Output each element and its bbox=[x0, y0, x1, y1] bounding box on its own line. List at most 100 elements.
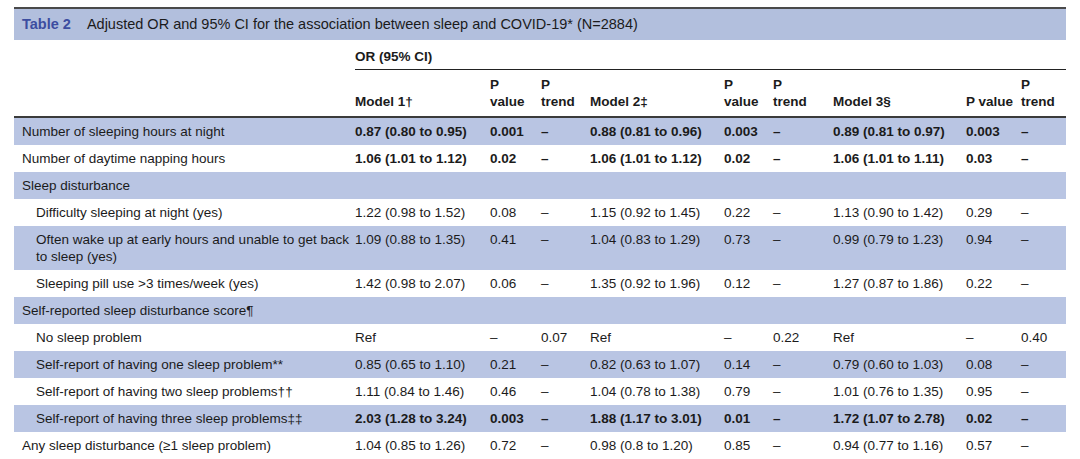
table-row: Self-report of having two sleep problems… bbox=[14, 378, 1066, 405]
cell: Ref bbox=[833, 324, 966, 351]
cell: – bbox=[541, 432, 590, 459]
cell: – bbox=[1021, 270, 1066, 297]
column-header-model2: Model 2‡ bbox=[590, 70, 724, 118]
cell: 1.06 (1.01 to 1.11) bbox=[833, 145, 966, 172]
cell: – bbox=[773, 226, 833, 270]
cell: 1.22 (0.98 to 1.52) bbox=[355, 199, 490, 226]
row-label: Any sleep disturbance (≥1 sleep problem) bbox=[14, 432, 355, 459]
cell: 0.003 bbox=[724, 117, 773, 145]
table-row: Self-report of having one sleep problem*… bbox=[14, 351, 1066, 378]
cell bbox=[773, 297, 833, 324]
table-row: No sleep problemRef–0.07Ref–0.22Ref–0.40 bbox=[14, 324, 1066, 351]
cell: 0.003 bbox=[490, 405, 541, 432]
table-body: Number of sleeping hours at night0.87 (0… bbox=[14, 117, 1066, 459]
cell: – bbox=[773, 378, 833, 405]
cell: – bbox=[1021, 199, 1066, 226]
cell: 0.72 bbox=[490, 432, 541, 459]
cell: 0.99 (0.79 to 1.23) bbox=[833, 226, 966, 270]
cell: 1.09 (0.88 to 1.35) bbox=[355, 226, 490, 270]
cell: – bbox=[541, 405, 590, 432]
cell bbox=[541, 297, 590, 324]
cell: 0.22 bbox=[724, 199, 773, 226]
cell: – bbox=[724, 324, 773, 351]
table-row: Self-report of having three sleep proble… bbox=[14, 405, 1066, 432]
cell: 1.42 (0.98 to 2.07) bbox=[355, 270, 490, 297]
table-caption: Table 2Adjusted OR and 95% CI for the as… bbox=[14, 9, 1066, 40]
cell: 1.04 (0.85 to 1.26) bbox=[355, 432, 490, 459]
column-header-ptrend-3: P trend bbox=[1021, 70, 1066, 118]
cell: 0.57 bbox=[966, 432, 1021, 459]
row-label: Self-report of having two sleep problems… bbox=[14, 378, 355, 405]
cell: 0.22 bbox=[773, 324, 833, 351]
cell: 1.13 (0.90 to 1.42) bbox=[833, 199, 966, 226]
row-label: Often wake up at early hours and unable … bbox=[14, 226, 355, 270]
cell: 0.73 bbox=[724, 226, 773, 270]
cell: 0.21 bbox=[490, 351, 541, 378]
cell: 0.95 bbox=[966, 378, 1021, 405]
cell: – bbox=[541, 199, 590, 226]
cell bbox=[966, 297, 1021, 324]
cell: 0.94 bbox=[966, 226, 1021, 270]
cell: 0.003 bbox=[966, 117, 1021, 145]
cell: – bbox=[541, 378, 590, 405]
cell: 0.41 bbox=[490, 226, 541, 270]
cell bbox=[724, 297, 773, 324]
cell: 0.12 bbox=[724, 270, 773, 297]
cell bbox=[541, 172, 590, 199]
row-label: Sleeping pill use >3 times/week (yes) bbox=[14, 270, 355, 297]
cell: 0.98 (0.8 to 1.20) bbox=[590, 432, 724, 459]
table-row: Difficulty sleeping at night (yes)1.22 (… bbox=[14, 199, 1066, 226]
cell: – bbox=[541, 226, 590, 270]
cell: – bbox=[1021, 117, 1066, 145]
cell: – bbox=[773, 405, 833, 432]
row-label: Self-reported sleep disturbance score¶ bbox=[14, 297, 355, 324]
cell: 0.46 bbox=[490, 378, 541, 405]
cell: 0.40 bbox=[1021, 324, 1066, 351]
cell: – bbox=[773, 351, 833, 378]
column-header-pvalue-1: P value bbox=[490, 70, 541, 118]
cell: 0.85 bbox=[724, 432, 773, 459]
row-label: Self-report of having one sleep problem*… bbox=[14, 351, 355, 378]
row-label: Self-report of having three sleep proble… bbox=[14, 405, 355, 432]
row-label: Number of daytime napping hours bbox=[14, 145, 355, 172]
cell: 1.04 (0.78 to 1.38) bbox=[590, 378, 724, 405]
cell: – bbox=[1021, 432, 1066, 459]
column-header-ptrend-2: P trend bbox=[773, 70, 833, 118]
cell: – bbox=[773, 270, 833, 297]
cell: – bbox=[1021, 378, 1066, 405]
cell bbox=[490, 172, 541, 199]
cell: – bbox=[773, 199, 833, 226]
cell: Ref bbox=[590, 324, 724, 351]
cell bbox=[1021, 172, 1066, 199]
cell bbox=[490, 297, 541, 324]
cell: 1.11 (0.84 to 1.46) bbox=[355, 378, 490, 405]
cell: 0.06 bbox=[490, 270, 541, 297]
cell: 0.85 (0.65 to 1.10) bbox=[355, 351, 490, 378]
cell: 0.02 bbox=[490, 145, 541, 172]
cell: 0.01 bbox=[724, 405, 773, 432]
table-number: Table 2 bbox=[22, 16, 71, 32]
cell: 0.03 bbox=[966, 145, 1021, 172]
cell: 0.02 bbox=[966, 405, 1021, 432]
cell: 0.88 (0.81 to 0.96) bbox=[590, 117, 724, 145]
cell bbox=[590, 172, 724, 199]
column-header-pvalue-2: P value bbox=[724, 70, 773, 118]
cell: 0.02 bbox=[724, 145, 773, 172]
results-table: OR (95% CI) Model 1† P value P trend Mod… bbox=[14, 40, 1066, 459]
cell: 1.06 (1.01 to 1.12) bbox=[590, 145, 724, 172]
column-header-pvalue-3: P value bbox=[966, 70, 1021, 118]
cell: – bbox=[1021, 226, 1066, 270]
table-row: Sleeping pill use >3 times/week (yes)1.4… bbox=[14, 270, 1066, 297]
cell: 0.79 bbox=[724, 378, 773, 405]
cell: 0.22 bbox=[966, 270, 1021, 297]
cell: 1.06 (1.01 to 1.12) bbox=[355, 145, 490, 172]
table2-container: Table 2Adjusted OR and 95% CI for the as… bbox=[14, 7, 1066, 459]
section-row: Self-reported sleep disturbance score¶ bbox=[14, 297, 1066, 324]
cell: 0.08 bbox=[966, 351, 1021, 378]
cell: – bbox=[541, 270, 590, 297]
cell bbox=[773, 172, 833, 199]
cell bbox=[724, 172, 773, 199]
group-header-spacer bbox=[14, 40, 355, 70]
column-header-label bbox=[14, 70, 355, 118]
cell: 1.27 (0.87 to 1.86) bbox=[833, 270, 966, 297]
